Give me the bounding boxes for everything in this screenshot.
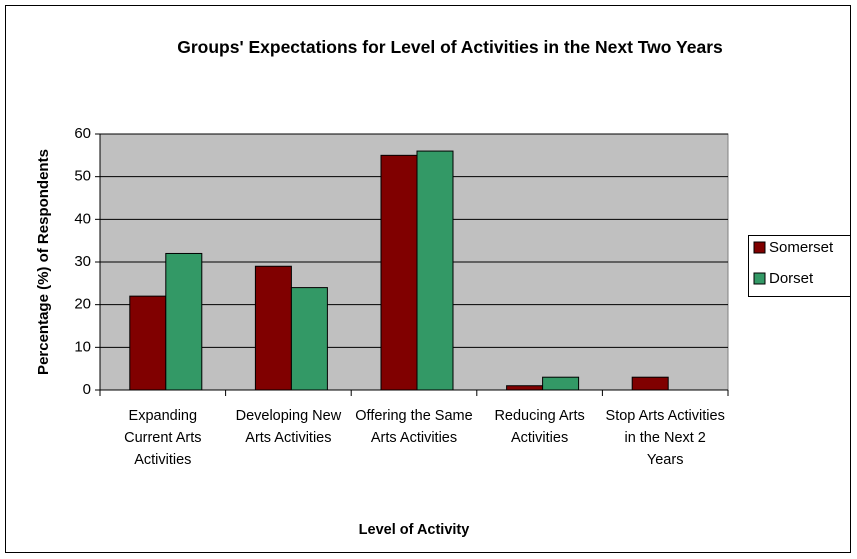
bar xyxy=(254,265,292,391)
legend-label: Dorset xyxy=(769,270,814,287)
legend-label: Somerset xyxy=(769,239,834,256)
x-tick-label: Offering the Same Arts Activities xyxy=(355,408,473,446)
bar xyxy=(380,154,418,391)
chart-title: Groups' Expectations for Level of Activi… xyxy=(177,37,723,57)
bar xyxy=(416,150,454,391)
bar xyxy=(506,385,544,391)
bar xyxy=(129,295,167,391)
x-tick-label: Reducing Arts Activities xyxy=(494,408,585,446)
legend-swatch xyxy=(753,241,766,254)
y-tick-label: 10 xyxy=(74,338,91,355)
y-tick-label: 20 xyxy=(74,296,91,313)
y-tick-label: 50 xyxy=(74,168,91,185)
y-axis-title: Percentage (%) of Respondents xyxy=(35,149,52,375)
bar xyxy=(631,376,669,391)
y-tick-label: 60 xyxy=(74,125,91,142)
bar xyxy=(542,376,580,391)
x-tick-label: Developing New Arts Activities xyxy=(235,408,342,446)
bar xyxy=(290,287,328,391)
x-tick-label: Stop Arts Activities in the Next 2 Years xyxy=(605,408,725,468)
x-axis-title: Level of Activity xyxy=(359,522,470,538)
y-tick-label: 40 xyxy=(74,210,91,227)
x-tick-label: Expanding Current Arts Activities xyxy=(124,408,202,468)
bar xyxy=(165,252,203,391)
y-tick-label: 30 xyxy=(74,253,91,270)
y-tick-label: 0 xyxy=(83,381,91,398)
legend-swatch xyxy=(753,272,766,285)
